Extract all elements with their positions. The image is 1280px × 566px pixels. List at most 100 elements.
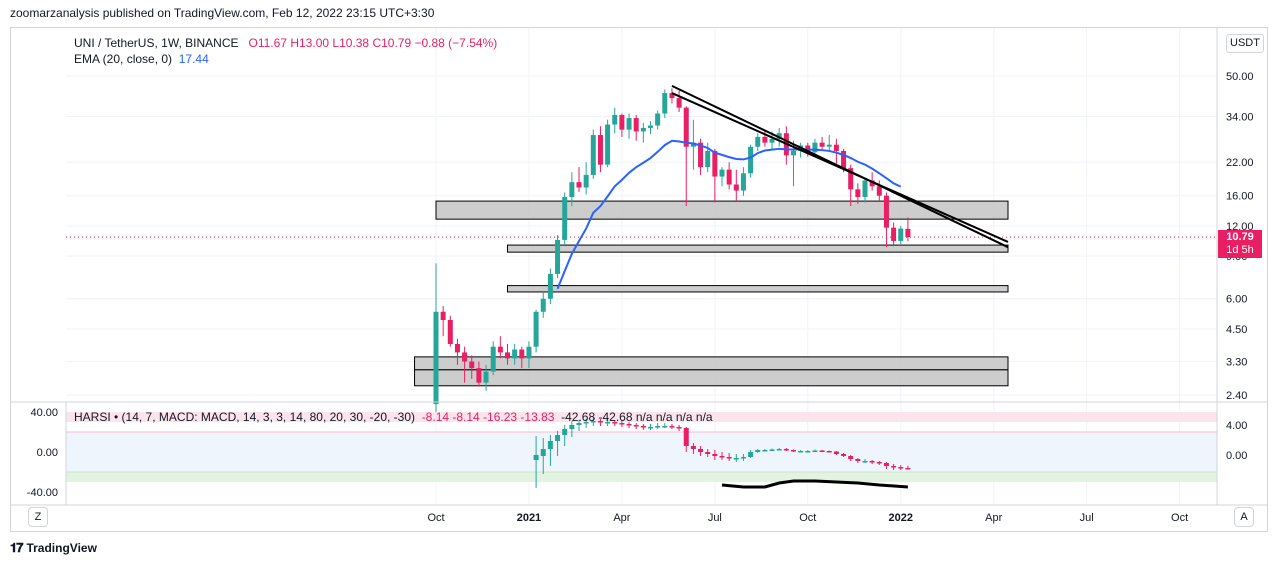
harsi-body: [619, 423, 625, 425]
harsi-body: [876, 462, 882, 464]
harsi-left-tick: 40.00: [30, 407, 58, 419]
candle-body: [776, 133, 782, 139]
harsi-body: [891, 466, 897, 468]
harsi-body: [848, 456, 854, 459]
harsi-body: [855, 459, 861, 461]
candle-body: [848, 168, 854, 190]
auto-scale-button[interactable]: A: [1234, 507, 1254, 527]
last-price-value: 10.79: [1226, 231, 1254, 243]
candle-body: [733, 184, 739, 191]
publisher-line: zoomarzanalysis published on TradingView…: [10, 6, 435, 20]
harsi-body: [833, 451, 839, 454]
harsi-body: [748, 452, 754, 457]
harsi-body: [905, 468, 911, 470]
candle-body: [676, 98, 682, 108]
harsi-body: [755, 450, 761, 452]
candle-body: [562, 197, 568, 240]
zoom-reset-button[interactable]: Z: [28, 507, 48, 527]
legend-symbol-row: UNI / TetherUS, 1W, BINANCE O11.67 H13.0…: [74, 35, 497, 51]
candle-body: [555, 239, 561, 274]
candle-body: [855, 189, 861, 198]
footer-brand-label: TradingView: [26, 541, 97, 555]
harsi-body: [783, 449, 789, 451]
harsi-body: [676, 427, 682, 429]
harsi-body: [883, 463, 889, 466]
time-axis: Oct 2021 Apr Jul Oct 2022 Apr Jul Oct: [427, 512, 1188, 524]
neutral-band: [66, 432, 1217, 472]
harsi-values-red: -8.14 -8.14 -16.23 -13.83: [421, 410, 555, 424]
time-tick-label: Jul: [1080, 512, 1094, 524]
time-tick-label: Apr: [613, 512, 630, 524]
candle-countdown: 1d 5h: [1226, 244, 1254, 256]
candle-body: [826, 144, 832, 147]
harsi-body: [705, 452, 711, 454]
harsi-body: [698, 449, 704, 452]
legend-open: O11.67: [248, 36, 287, 50]
candle-body: [905, 228, 911, 238]
harsi-body: [869, 461, 875, 463]
sr-zone: [507, 244, 1009, 253]
candle-body: [876, 186, 882, 196]
sr-zone: [435, 200, 1009, 220]
time-tick-label: 2021: [517, 512, 541, 524]
harsi-body: [690, 446, 696, 449]
sr-zone: [414, 369, 1009, 387]
candle-body: [533, 311, 539, 347]
candle-body: [605, 124, 611, 165]
harsi-body: [819, 450, 825, 452]
harsi-values-dark: -42.68 -42.68 n/a n/a n/a n/a: [561, 410, 713, 424]
candle-body: [505, 352, 510, 359]
price-tick-label: 34.00: [1226, 112, 1254, 124]
harsi-body: [662, 426, 668, 428]
candle-body: [454, 343, 460, 353]
candle-body: [898, 228, 904, 241]
harsi-body: [669, 426, 675, 428]
harsi-body: [726, 457, 732, 459]
time-tick-label: 2022: [889, 512, 913, 524]
price-tick-label: 3.30: [1226, 357, 1247, 369]
legend-close: C10.79: [372, 36, 412, 50]
harsi-body: [798, 451, 804, 453]
harsi-body: [605, 422, 611, 424]
candle-body: [869, 180, 875, 187]
price-legend: UNI / TetherUS, 1W, BINANCE O11.67 H13.0…: [74, 35, 497, 67]
trendline: [671, 92, 1009, 243]
candle-body: [590, 135, 596, 175]
zones: [414, 200, 1009, 387]
price-tick-label: 50.00: [1226, 71, 1254, 83]
harsi-body: [555, 435, 561, 441]
candle-body: [619, 114, 625, 130]
harsi-body: [712, 454, 718, 456]
harsi-body: [612, 422, 618, 424]
candle-body: [640, 127, 646, 132]
harsi-body: [719, 456, 725, 458]
tradingview-logo-icon: 𝟏𝟕: [10, 540, 24, 555]
candle-body: [698, 142, 704, 168]
candle-body: [891, 227, 897, 241]
currency-button[interactable]: USDT: [1226, 34, 1264, 53]
candle-body: [447, 320, 453, 344]
footer-brand[interactable]: 𝟏𝟕 TradingView: [10, 540, 97, 556]
candle-body: [883, 195, 889, 228]
candle-body: [497, 346, 503, 353]
harsi-body: [740, 457, 746, 459]
harsi-bands: [66, 412, 1217, 482]
harsi-body: [533, 455, 539, 460]
harsi-right-tick: 0.00: [1226, 450, 1247, 462]
candle-body: [683, 107, 689, 147]
legend-low: L10.38: [332, 36, 370, 50]
harsi-body: [547, 441, 553, 449]
harsi-body: [562, 429, 568, 435]
harsi-body: [683, 428, 689, 446]
candle-body: [662, 93, 668, 114]
harsi-label: HARSI • (14, 7, MACD: MACD, 14, 3, 3, 14…: [74, 410, 416, 424]
candle-body: [705, 150, 711, 168]
harsi-candles: [533, 418, 911, 488]
candle-body: [819, 142, 825, 147]
harsi-body: [826, 451, 832, 453]
candle-body: [762, 136, 768, 143]
candle-body: [669, 93, 675, 99]
harsi-body: [776, 449, 782, 451]
candle-body: [791, 150, 796, 156]
